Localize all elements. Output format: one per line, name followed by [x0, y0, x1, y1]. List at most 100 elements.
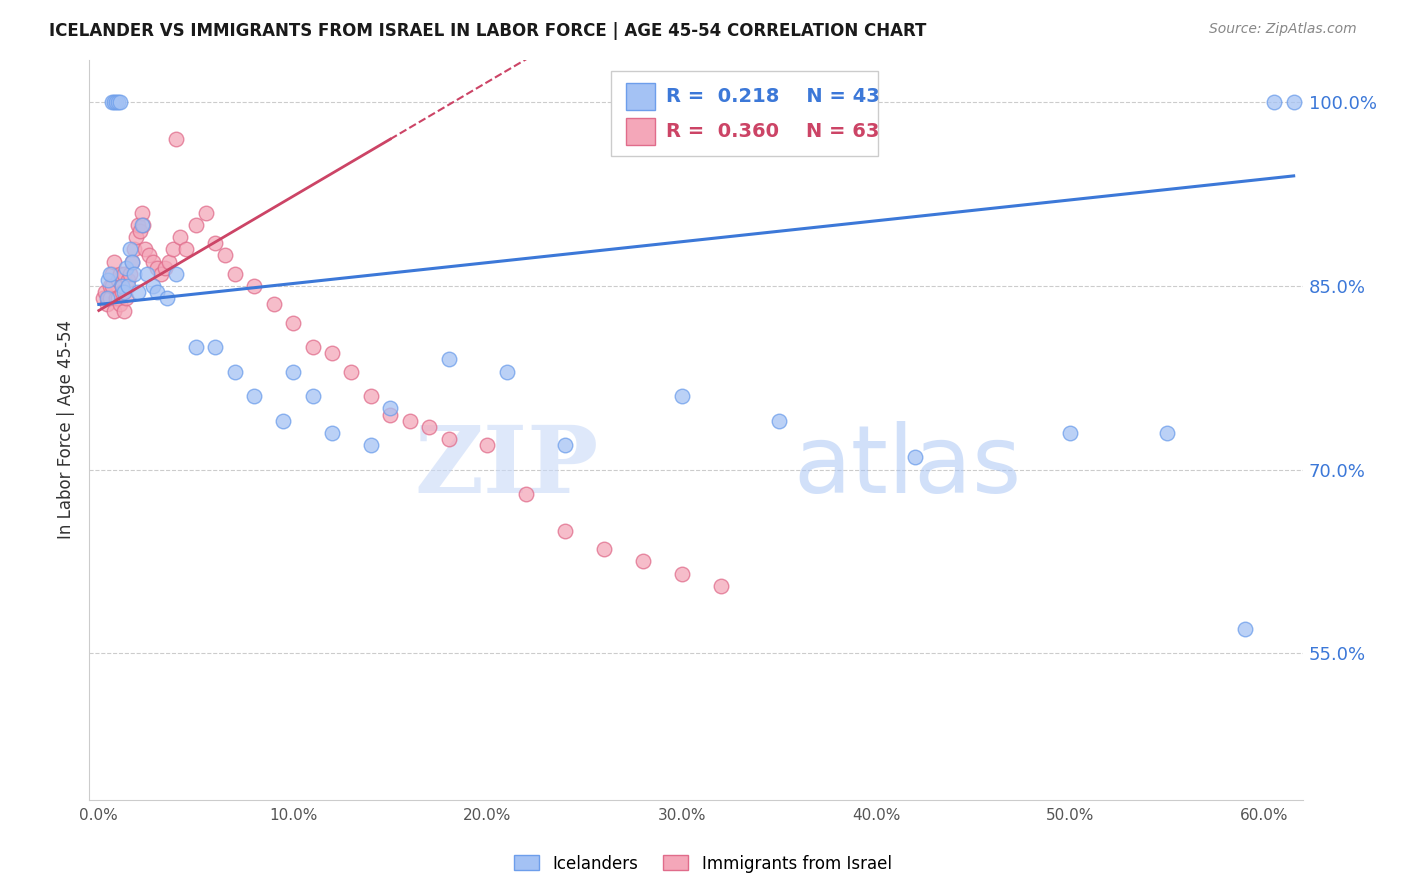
Point — [111, 279, 134, 293]
Point — [127, 218, 149, 232]
Point — [96, 291, 118, 305]
Point — [105, 95, 128, 110]
Point — [224, 365, 246, 379]
Point — [136, 267, 159, 281]
Point — [1059, 425, 1081, 440]
Point — [146, 260, 169, 275]
Point — [554, 524, 576, 538]
Point — [93, 285, 115, 300]
Point — [111, 285, 134, 300]
Point — [709, 579, 731, 593]
Point — [122, 243, 145, 257]
Point — [301, 340, 323, 354]
Y-axis label: In Labor Force | Age 45-54: In Labor Force | Age 45-54 — [58, 320, 75, 540]
Text: ZIP: ZIP — [415, 422, 599, 512]
Point — [273, 414, 295, 428]
Point — [169, 230, 191, 244]
Point — [1263, 95, 1285, 110]
Point — [281, 365, 304, 379]
Point — [125, 230, 148, 244]
Point — [105, 291, 128, 305]
Point — [477, 438, 499, 452]
Point — [593, 542, 616, 557]
Point — [122, 267, 145, 281]
Point — [398, 414, 420, 428]
Point — [131, 218, 153, 232]
Point — [153, 260, 176, 275]
Point — [107, 95, 129, 110]
Point — [671, 566, 693, 581]
Point — [146, 285, 169, 300]
Point — [91, 291, 114, 305]
Point — [437, 432, 460, 446]
Point — [108, 267, 131, 281]
Point — [132, 218, 155, 232]
Point — [117, 279, 139, 293]
FancyBboxPatch shape — [626, 83, 655, 110]
Text: R =  0.218    N = 43: R = 0.218 N = 43 — [666, 87, 880, 105]
Text: R =  0.360    N = 63: R = 0.360 N = 63 — [666, 121, 879, 141]
Point — [174, 243, 197, 257]
FancyBboxPatch shape — [612, 70, 879, 156]
Point — [157, 254, 180, 268]
Point — [121, 254, 143, 268]
Point — [108, 297, 131, 311]
Point — [138, 248, 160, 262]
Point — [1156, 425, 1178, 440]
Point — [100, 291, 122, 305]
Point — [631, 554, 654, 568]
Point — [127, 285, 149, 300]
Point — [904, 450, 927, 465]
Point — [111, 279, 134, 293]
Point — [103, 303, 125, 318]
Point — [1282, 95, 1305, 110]
Point — [131, 205, 153, 219]
Point — [101, 95, 124, 110]
Point — [115, 291, 138, 305]
Point — [768, 414, 790, 428]
Point — [107, 273, 129, 287]
Point — [149, 267, 172, 281]
Point — [97, 273, 120, 287]
Point — [194, 205, 217, 219]
Point — [515, 487, 537, 501]
Point — [418, 419, 440, 434]
Legend: Icelanders, Immigrants from Israel: Icelanders, Immigrants from Israel — [508, 848, 898, 880]
Text: atlas: atlas — [793, 421, 1022, 513]
Point — [103, 254, 125, 268]
Point — [243, 279, 266, 293]
Point — [115, 260, 138, 275]
Point — [128, 224, 150, 238]
Point — [360, 438, 382, 452]
Point — [118, 243, 141, 257]
Point — [108, 95, 131, 110]
Point — [321, 346, 343, 360]
Point — [112, 267, 135, 281]
Point — [281, 316, 304, 330]
Point — [100, 279, 122, 293]
Point — [121, 254, 143, 268]
Text: ICELANDER VS IMMIGRANTS FROM ISRAEL IN LABOR FORCE | AGE 45-54 CORRELATION CHART: ICELANDER VS IMMIGRANTS FROM ISRAEL IN L… — [49, 22, 927, 40]
Point — [214, 248, 236, 262]
Point — [224, 267, 246, 281]
Point — [263, 297, 285, 311]
Point — [380, 401, 402, 416]
Point — [554, 438, 576, 452]
Point — [117, 273, 139, 287]
Point — [162, 243, 184, 257]
Point — [380, 408, 402, 422]
Point — [1234, 622, 1257, 636]
Point — [156, 291, 179, 305]
Point — [243, 389, 266, 403]
Point — [134, 243, 156, 257]
Point — [495, 365, 517, 379]
Point — [97, 291, 120, 305]
Point — [321, 425, 343, 440]
Point — [100, 267, 122, 281]
Point — [107, 291, 129, 305]
Point — [142, 279, 165, 293]
Point — [118, 267, 141, 281]
Text: Source: ZipAtlas.com: Source: ZipAtlas.com — [1209, 22, 1357, 37]
Point — [101, 267, 124, 281]
Point — [112, 285, 135, 300]
